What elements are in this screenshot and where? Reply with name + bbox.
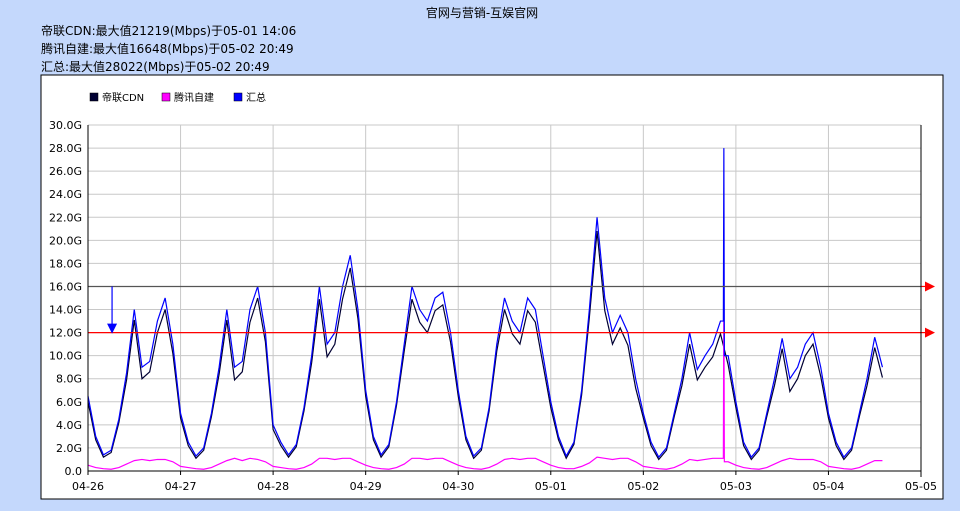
x-tick-label: 04-30	[442, 480, 474, 493]
y-tick-label: 4.0G	[56, 419, 82, 432]
x-tick-label: 04-29	[350, 480, 382, 493]
x-tick-label: 04-27	[165, 480, 197, 493]
y-tick-label: 0.0	[65, 465, 83, 478]
legend: 帝联CDN 腾讯自建 汇总	[89, 91, 266, 104]
legend-label: 帝联CDN	[102, 91, 144, 104]
y-tick-label: 20.0G	[49, 234, 82, 247]
x-tick-label: 05-03	[720, 480, 752, 493]
y-tick-label: 22.0G	[49, 211, 82, 224]
y-tick-label: 30.0G	[49, 119, 82, 132]
x-tick-label: 04-26	[72, 480, 104, 493]
x-tick-label: 05-05	[905, 480, 937, 493]
overlay-group	[88, 281, 935, 338]
x-tick-label: 05-01	[535, 480, 567, 493]
x-tick-label: 05-02	[627, 480, 659, 493]
stat-cdn-max: 帝联CDN:最大值21219(Mbps)于05-01 14:06	[41, 24, 297, 38]
x-tick-label: 05-04	[812, 480, 844, 493]
legend-swatch	[161, 92, 171, 102]
y-tick-label: 18.0G	[49, 257, 82, 270]
down-arrow-icon	[107, 323, 118, 334]
legend-swatch	[89, 92, 99, 102]
x-tick-label: 04-28	[257, 480, 289, 493]
axes: 0.0 2.0G 4.0G 6.0G 8.0G 10.0G 12.0G 14.0G 16.0G 1…	[49, 119, 937, 493]
threshold-arrow-icon	[925, 281, 935, 292]
legend-swatch	[233, 92, 243, 102]
y-tick-label: 6.0G	[56, 396, 82, 409]
y-tick-label: 8.0G	[56, 373, 82, 386]
stat-tencent-max: 腾讯自建:最大值16648(Mbps)于05-02 20:49	[41, 42, 294, 56]
page-title: 官网与营销-互娱官网	[425, 6, 539, 20]
y-tick-label: 14.0G	[49, 304, 82, 317]
series-line-total	[87, 148, 884, 459]
series-group	[87, 148, 884, 470]
legend-label: 汇总	[246, 91, 266, 104]
legend-label: 腾讯自建	[174, 91, 214, 104]
threshold-arrow-icon	[925, 327, 935, 338]
y-tick-label: 28.0G	[49, 142, 82, 155]
y-tick-label: 10.0G	[49, 350, 82, 363]
y-tick-label: 12.0G	[49, 327, 82, 340]
y-tick-label: 24.0G	[49, 188, 82, 201]
y-tick-label: 26.0G	[49, 165, 82, 178]
series-line-tencent	[87, 279, 883, 470]
y-tick-label: 16.0G	[49, 280, 82, 293]
stat-total-max: 汇总:最大值28022(Mbps)于05-02 20:49	[41, 60, 270, 74]
y-tick-label: 2.0G	[56, 442, 82, 455]
